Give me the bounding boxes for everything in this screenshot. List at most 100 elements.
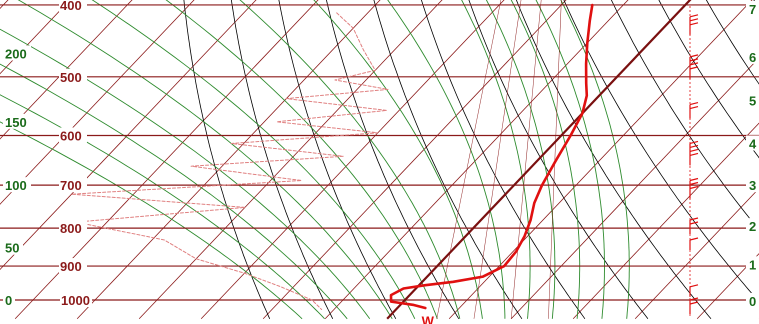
wind-barb-flag [689,66,699,70]
wind-barb-flag [689,148,699,153]
wind-barb-flag [689,217,699,221]
left-scale-bg [3,177,31,193]
right-scale-label: 6 [749,50,756,65]
right-scale-label: 7 [749,2,756,17]
right-scale-label: 1 [749,257,756,272]
isobar-label-bg [59,177,87,193]
left-scale-bg [3,113,31,129]
isotherm-line [76,0,381,320]
mixing-ratio-line [436,0,502,319]
isotherm-line [510,57,759,320]
right-scale-bg [746,0,759,16]
wind-barb-flag [689,18,699,22]
wind-barb-flag [689,177,699,182]
moist-adiabat [560,0,630,319]
isotherm-line [448,0,753,320]
wind-barb-flag [689,144,699,149]
right-scale-bg [746,256,759,272]
dewpoint-line [71,12,389,310]
moist-adiabat [0,63,348,320]
isotherm-line [0,0,257,271]
left-scale-label: 200 [5,46,27,61]
left-scale-bg [3,45,31,61]
right-scale-label: 3 [749,178,756,193]
moist-adiabat [0,121,303,320]
isobar-label-bg [59,258,87,274]
mixing-ratio-line [548,0,562,319]
right-scale-label: 2 [749,219,756,234]
wind-barb-flag [689,62,699,66]
dry-adiabat [183,0,271,319]
zero-isotherm [386,0,692,320]
moist-adiabat [461,0,531,319]
wind-barbs [689,6,699,318]
wind-barb-flag [689,140,699,145]
moist-adiabat [165,0,438,319]
left-scale-label: 100 [5,178,27,193]
isotherm-line [0,0,71,75]
isobar-label-bg [60,292,92,307]
dry-adiabat [563,0,759,303]
dry-adiabat [420,0,586,320]
surface-annotation: W [422,314,435,324]
moist-adiabat [387,0,506,319]
left-scale-label: 0 [5,293,12,308]
mixing-ratio-line [473,0,522,319]
wind-barb-flag [689,185,699,190]
wind-barb-flag [689,58,699,62]
sounding-series [71,3,594,310]
moist-adiabat-lines [0,0,630,320]
dry-adiabat [468,0,649,320]
isobar-label: 400 [60,0,82,13]
wind-barb-flag [689,301,699,305]
moist-adiabat [485,0,556,319]
isobar-lines [0,4,759,301]
isotherm-line [572,122,759,320]
dry-adiabat [373,0,523,320]
isobar-label: 900 [60,259,82,274]
right-scale-bg [746,218,759,234]
right-scale-label: 5 [749,93,756,108]
wind-barb-flag [689,181,699,186]
axis-labels: 4005006007008009001000200150100500765432… [3,0,759,324]
isotherm-line [0,0,133,140]
temperature-line [389,3,594,310]
wind-barb-flag [689,22,699,26]
mixing-ratio-lines [436,0,562,319]
zero-isotherm-line [386,0,692,320]
isobar-label: 800 [60,221,82,236]
isobar-label: 700 [60,178,82,193]
isotherm-line [138,0,443,320]
isobar-label-bg [59,220,87,236]
right-scale-bg [746,135,759,151]
right-scale-label: 4 [749,136,757,151]
moist-adiabat [510,0,581,319]
wind-barb-flag [689,297,699,301]
isotherm-line [634,187,759,320]
wind-barb-flag [689,54,699,58]
wind-barb-flag [689,101,699,106]
wind-barb-flag [689,105,699,110]
isobar-label-bg [59,0,87,12]
moist-adiabat [0,28,371,320]
wind-barb-flag [689,237,699,241]
dry-adiabat [610,0,759,231]
wind-barb-flag [689,284,699,288]
isotherm-line [200,0,505,320]
isobar-label: 500 [60,70,82,85]
wind-barb-flag [689,152,699,157]
dry-adiabat-lines [183,0,759,320]
left-scale-bg [3,239,23,255]
moist-adiabat [91,0,416,319]
dry-adiabat [326,0,460,320]
isotherm-line [324,0,629,320]
dry-adiabat [278,0,397,319]
right-scale-bg [746,177,759,193]
isobar-label: 1000 [61,293,90,308]
left-scale-label: 150 [5,115,27,130]
moist-adiabat [535,0,605,319]
isotherm-line [0,0,195,205]
dry-adiabat [658,0,759,159]
